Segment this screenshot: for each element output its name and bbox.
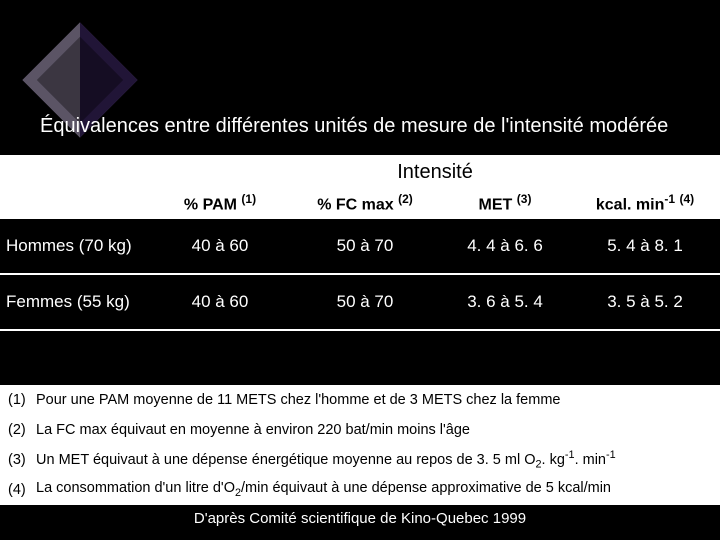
intensity-table: Intensité % PAM (1) % FC max (2) MET (3)… bbox=[0, 155, 720, 331]
footnote-4: (4) La consommation d'un litre d'O2/min … bbox=[0, 475, 720, 505]
group-header: Intensité bbox=[150, 156, 720, 188]
cell: 3. 6 à 5. 4 bbox=[440, 274, 570, 330]
row-label: Hommes (70 kg) bbox=[0, 218, 150, 274]
col-header-blank bbox=[0, 188, 150, 218]
footnote-2: (2) La FC max équivaut en moyenne à envi… bbox=[0, 415, 720, 445]
cell: 5. 4 à 8. 1 bbox=[570, 218, 720, 274]
footnotes: (1) Pour une PAM moyenne de 11 METS chez… bbox=[0, 385, 720, 505]
col-header-fc: % FC max (2) bbox=[290, 188, 440, 218]
table-row: Femmes (55 kg) 40 à 60 50 à 70 3. 6 à 5.… bbox=[0, 274, 720, 330]
footnote-1: (1) Pour une PAM moyenne de 11 METS chez… bbox=[0, 385, 720, 415]
cell: 40 à 60 bbox=[150, 218, 290, 274]
page-title: Équivalences entre différentes unités de… bbox=[40, 115, 690, 138]
source-citation: D'après Comité scientifique de Kino-Queb… bbox=[0, 510, 720, 527]
cell: 4. 4 à 6. 6 bbox=[440, 218, 570, 274]
cell: 3. 5 à 5. 2 bbox=[570, 274, 720, 330]
col-header-pam: % PAM (1) bbox=[150, 188, 290, 218]
table-row: Hommes (70 kg) 40 à 60 50 à 70 4. 4 à 6.… bbox=[0, 218, 720, 274]
row-label: Femmes (55 kg) bbox=[0, 274, 150, 330]
col-header-kcal: kcal. min-1 (4) bbox=[570, 188, 720, 218]
cell: 40 à 60 bbox=[150, 274, 290, 330]
cell: 50 à 70 bbox=[290, 218, 440, 274]
cell: 50 à 70 bbox=[290, 274, 440, 330]
col-header-met: MET (3) bbox=[440, 188, 570, 218]
row-header-blank bbox=[0, 156, 150, 188]
footnote-3: (3) Un MET équivaut à une dépense énergé… bbox=[0, 445, 720, 475]
